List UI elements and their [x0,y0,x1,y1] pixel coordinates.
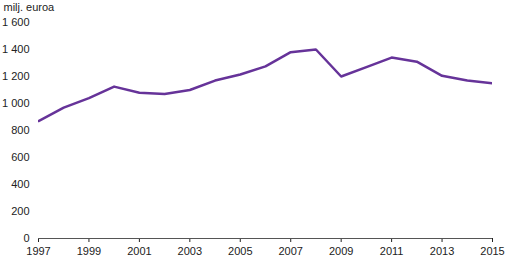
svg-text:1999: 1999 [77,245,101,257]
svg-text:2003: 2003 [178,245,202,257]
svg-text:1 000: 1 000 [2,97,30,109]
svg-text:1 600: 1 600 [2,16,30,28]
svg-text:0: 0 [23,232,29,244]
svg-text:600: 600 [11,151,29,163]
svg-text:2009: 2009 [329,245,353,257]
svg-text:1 400: 1 400 [2,43,30,55]
svg-text:800: 800 [11,124,29,136]
svg-text:1 200: 1 200 [2,70,30,82]
svg-text:2001: 2001 [127,245,151,257]
svg-text:2015: 2015 [480,245,504,257]
svg-text:2011: 2011 [380,245,404,257]
svg-text:200: 200 [11,205,29,217]
svg-text:2013: 2013 [430,245,454,257]
svg-text:400: 400 [11,178,29,190]
svg-text:milj. euroa: milj. euroa [4,1,56,13]
svg-text:1997: 1997 [26,245,50,257]
svg-text:2005: 2005 [228,245,252,257]
svg-text:2007: 2007 [278,245,302,257]
